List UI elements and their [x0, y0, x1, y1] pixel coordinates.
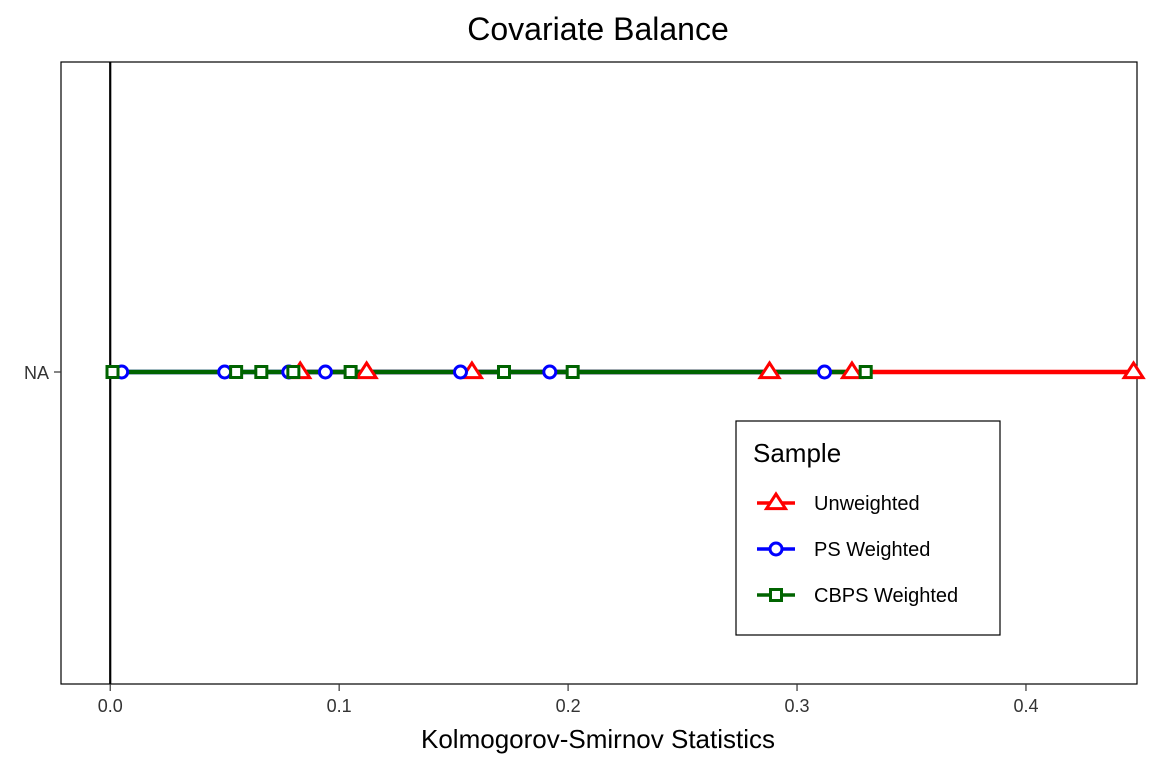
point-cbps-weighted [343, 365, 358, 379]
point-ps-weighted [317, 364, 333, 380]
point-unweighted [839, 360, 865, 380]
point-cbps-weighted [858, 365, 873, 379]
x-tick-label: 0.3 [785, 696, 810, 716]
point-cbps-weighted [229, 365, 244, 379]
x-tick-label: 0.0 [98, 696, 123, 716]
point-cbps-weighted [254, 365, 269, 379]
point-ps-weighted [217, 364, 233, 380]
y-tick-label: NA [24, 363, 49, 383]
point-unweighted [354, 360, 379, 380]
legend-title: Sample [753, 438, 841, 468]
x-tick-label: 0.4 [1013, 696, 1038, 716]
point-ps-weighted [817, 364, 833, 380]
legend-label-unweighted: Unweighted [814, 493, 920, 515]
legend: Sample Unweighted PS Weighted CBPS Weighte… [735, 420, 1001, 636]
point-unweighted [757, 360, 782, 380]
point-unweighted [1121, 360, 1146, 380]
legend-items: Unweighted PS Weighted CBPS Weighted [757, 491, 958, 607]
point-cbps-weighted [105, 365, 120, 379]
legend-marker-unweighted [763, 491, 789, 511]
x-axis: 0.0 0.1 0.2 0.3 0.4 [98, 684, 1038, 716]
point-ps-weighted [542, 364, 558, 380]
x-tick-label: 0.1 [327, 696, 352, 716]
point-cbps-weighted [496, 365, 511, 379]
y-axis: NA [24, 363, 61, 383]
series-markers-group [105, 360, 1146, 380]
point-cbps-weighted [565, 365, 580, 379]
chart-title: Covariate Balance [467, 11, 728, 47]
point-ps-weighted [452, 364, 468, 380]
x-axis-title: Kolmogorov-Smirnov Statistics [421, 724, 775, 754]
point-cbps-weighted [286, 365, 301, 379]
legend-label-cbps-weighted: CBPS Weighted [814, 585, 958, 607]
legend-label-ps-weighted: PS Weighted [814, 539, 930, 561]
legend-marker-ps-weighted [768, 541, 784, 557]
x-tick-label: 0.2 [556, 696, 581, 716]
legend-marker-cbps-weighted [769, 588, 783, 602]
